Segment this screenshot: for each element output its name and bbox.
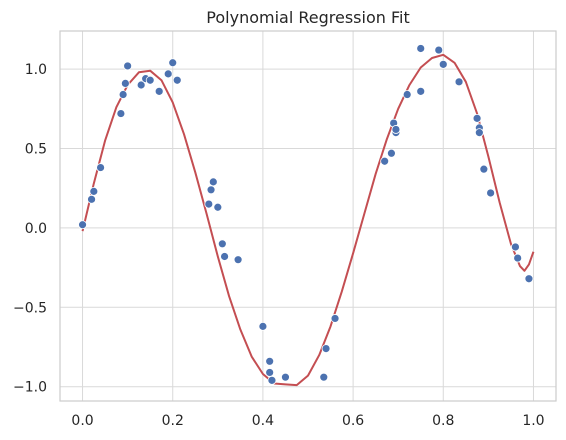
data-point [472, 113, 482, 123]
data-point [330, 314, 340, 323]
data-point [434, 45, 444, 55]
data-point [391, 125, 401, 134]
data-point [206, 185, 216, 195]
data-point [78, 220, 87, 230]
plot-frame [59, 30, 557, 402]
x-tick-label: 0.0 [71, 413, 93, 429]
data-point [416, 44, 426, 53]
data-point [438, 59, 448, 69]
data-point [89, 186, 99, 196]
x-tick-labels: 0.0 0.2 0.4 0.6 0.8 1.0 [71, 413, 544, 429]
data-point [87, 194, 96, 204]
data-point [168, 58, 178, 68]
data-point [213, 202, 223, 212]
data-point [479, 164, 489, 174]
data-point [486, 188, 496, 198]
data-point [416, 86, 426, 96]
data-point [380, 156, 390, 166]
data-point [281, 372, 290, 382]
x-tick-label: 0.6 [342, 413, 364, 429]
data-point [402, 90, 412, 99]
x-tick-label: 0.2 [162, 413, 184, 429]
y-tick-label: −0.5 [13, 300, 47, 316]
data-point [524, 274, 534, 284]
data-point [204, 199, 214, 209]
y-tick-label: 0.0 [25, 221, 47, 237]
data-point [321, 344, 331, 353]
data-point [116, 109, 126, 118]
data-point [265, 368, 275, 377]
data-point [265, 356, 275, 366]
data-point [145, 75, 155, 85]
y-tick-label: 0.5 [25, 142, 47, 158]
x-tick-label: 0.8 [432, 413, 454, 429]
data-point [319, 372, 329, 382]
data-point [96, 163, 105, 172]
data-point [136, 80, 146, 90]
data-point [233, 255, 243, 265]
data-point [172, 75, 182, 85]
data-point [220, 252, 229, 261]
data-point [118, 90, 128, 99]
data-point [163, 69, 173, 79]
data-point [217, 239, 227, 249]
data-point [454, 77, 464, 87]
data-point [387, 148, 396, 158]
x-tick-label: 0.4 [252, 413, 274, 429]
data-point [123, 61, 133, 71]
data-point [513, 253, 523, 263]
data-point [474, 128, 484, 138]
fit-curve-layer [81, 53, 535, 387]
data-point [154, 86, 164, 96]
data-point [267, 375, 277, 385]
data-point [208, 177, 218, 187]
data-point [511, 242, 520, 252]
grid [60, 31, 556, 401]
chart-title: Polynomial Regression Fit [206, 8, 409, 27]
y-tick-labels: −1.0 −0.5 0.0 0.5 1.0 [13, 62, 47, 396]
y-tick-label: 1.0 [25, 62, 47, 78]
fit-curve [81, 53, 535, 387]
x-tick-label: 1.0 [522, 413, 544, 429]
y-tick-label: −1.0 [13, 380, 47, 396]
data-point [120, 79, 130, 88]
data-point [258, 321, 268, 331]
data-points [78, 44, 534, 385]
